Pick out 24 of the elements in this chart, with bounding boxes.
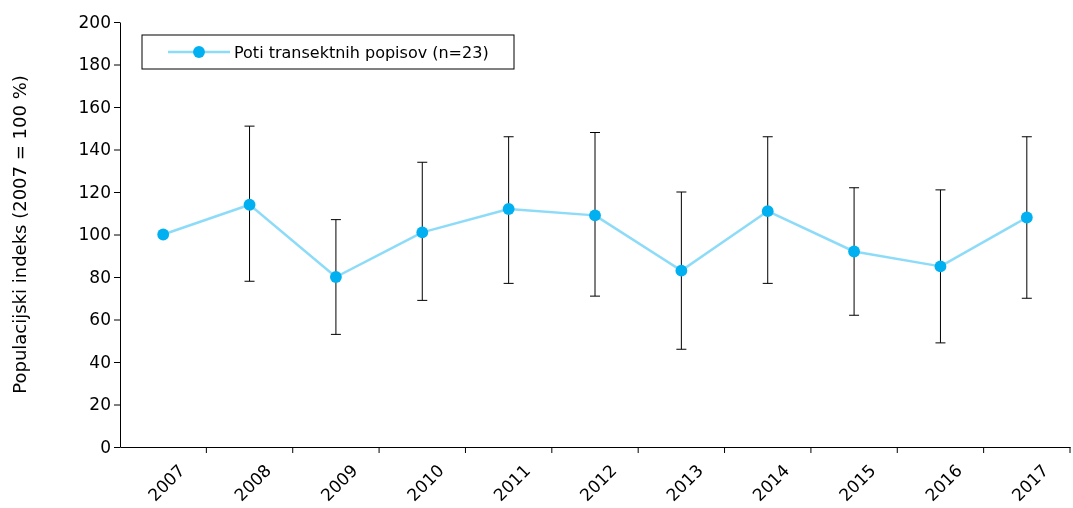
y-tick-label: 200 xyxy=(78,11,111,32)
y-tick-label: 0 xyxy=(100,436,111,457)
point xyxy=(589,209,601,222)
point xyxy=(848,245,861,258)
y-tick-label: 180 xyxy=(78,54,111,75)
point xyxy=(761,205,774,218)
y-tick-label: 20 xyxy=(89,394,111,415)
y-tick-label: 100 xyxy=(78,224,111,245)
point xyxy=(243,198,256,211)
point xyxy=(157,228,170,241)
y-tick-label: 120 xyxy=(78,181,111,202)
point xyxy=(416,226,429,239)
y-tick-label: 160 xyxy=(78,96,111,117)
point xyxy=(502,203,515,215)
legend-label: Poti transektnih popisov (n=23) xyxy=(234,42,489,62)
y-tick-label: 80 xyxy=(89,266,111,287)
point xyxy=(1020,211,1033,224)
point xyxy=(675,264,688,277)
y-tick-label: 60 xyxy=(89,309,111,330)
y-tick-label: 40 xyxy=(89,351,111,372)
y-axis-title: Populacijski indeks (2007 = 100 %) xyxy=(9,75,30,394)
point xyxy=(329,271,342,283)
y-tick-label: 140 xyxy=(78,139,111,160)
point xyxy=(934,260,947,273)
